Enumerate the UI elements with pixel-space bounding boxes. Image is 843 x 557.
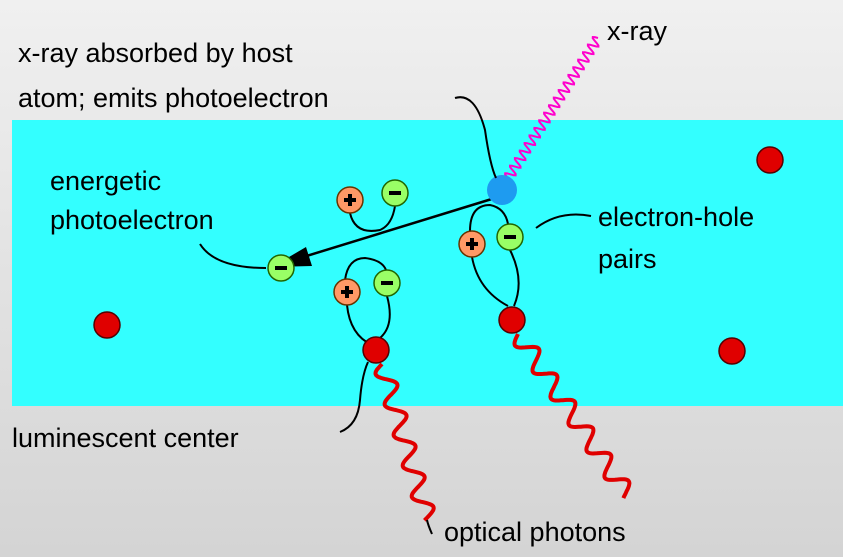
energetic-label: energetic [50,166,161,196]
center [94,312,120,338]
page: {"labels": { "x_ray": "x-ray", "absorbed… [0,0,843,557]
diagram: x-ray x-ray absorbed by host atom; emits… [0,0,843,557]
energetic-label: photoelectron [50,205,214,235]
optical-label: optical photons [444,517,626,547]
host-atom [487,175,517,205]
absorbed-label: x-ray absorbed by host [18,38,293,68]
absorbed-label: atom; emits photoelectron [18,83,329,113]
crystal [12,120,843,406]
x-ray-label: x-ray [607,16,667,46]
pairs-label: pairs [598,244,657,274]
luminescent-label: luminescent center [12,423,239,453]
center [363,337,389,363]
pairs-label: electron-hole [598,202,754,232]
center [719,338,745,364]
center [757,147,783,173]
center [499,307,525,333]
